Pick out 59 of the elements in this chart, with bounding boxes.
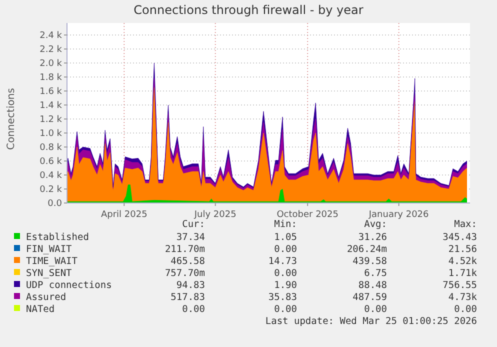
y-tick-label: 1.2 k (40, 115, 63, 126)
text: 31.26 (358, 232, 388, 243)
text: 0.00 (182, 304, 206, 315)
text: 517.83 (170, 292, 205, 303)
text: 487.59 (352, 292, 388, 303)
legend-label: SYN_SENT (26, 268, 72, 279)
text: 439.58 (352, 256, 388, 267)
x-tick-label: July 2025 (193, 210, 236, 220)
chart-title: Connections through firewall - by year (134, 3, 364, 17)
y-tick-label: 1.4 k (40, 101, 63, 112)
text: 14.73 (268, 256, 297, 267)
text: 37.34 (176, 232, 206, 243)
text: 1.05 (274, 232, 297, 243)
y-tick-label: 1.6 k (40, 87, 63, 98)
y-tick-label: 0.8 k (40, 143, 63, 154)
y-tick-label: 0.2 k (40, 185, 63, 196)
legend-label: Established (26, 232, 89, 243)
x-tick-label: October 2025 (276, 210, 338, 220)
text: Last update: Wed Mar 25 01:00:25 2026 (265, 316, 478, 327)
y-tick-label: 2.4 k (40, 31, 63, 42)
text: 1.90 (274, 280, 298, 291)
text: 6.75 (364, 268, 387, 279)
y-tick-label: 0.4 k (40, 171, 63, 182)
text: 21.56 (448, 244, 478, 255)
text: Min: (274, 219, 297, 230)
x-tick-label: April 2025 (100, 210, 148, 220)
text: 0.00 (274, 268, 298, 279)
text: Cur: (182, 219, 205, 230)
text: Max: (454, 219, 477, 230)
y-tick-label: 1.0 k (40, 129, 63, 140)
text: 88.48 (358, 280, 388, 291)
x-tick-label: January 2026 (368, 210, 430, 220)
text: 4.73k (448, 292, 478, 303)
text: 1.71k (448, 268, 478, 279)
text: 757.70m (164, 268, 206, 279)
y-tick-label: 2.2 k (40, 45, 63, 56)
legend-label: Assured (26, 292, 66, 303)
text: Avg: (364, 219, 387, 230)
legend-label: NATed (26, 304, 55, 315)
y-tick-label: 2.0 k (40, 59, 63, 70)
text: 206.24m (346, 244, 388, 255)
legend-label: FIN_WAIT (26, 244, 72, 255)
y-tick-label: 0.0 (48, 199, 62, 210)
legend-label: UDP connections (26, 280, 112, 291)
text: 345.43 (442, 232, 477, 243)
text: 4.52k (448, 256, 478, 267)
text: 0.00 (454, 304, 478, 315)
text: 94.83 (176, 280, 205, 291)
text: 35.83 (268, 292, 297, 303)
y-tick-label: 1.8 k (40, 73, 63, 84)
text: 0.00 (364, 304, 388, 315)
legend-label: TIME_WAIT (26, 256, 78, 267)
text: 0.00 (274, 304, 298, 315)
text: 465.58 (170, 256, 206, 267)
text: 756.55 (442, 280, 477, 291)
text: 211.70m (164, 244, 206, 255)
y-axis-title: Connections (6, 88, 17, 150)
y-tick-label: 0.6 k (40, 157, 63, 168)
text: 0.00 (274, 244, 298, 255)
